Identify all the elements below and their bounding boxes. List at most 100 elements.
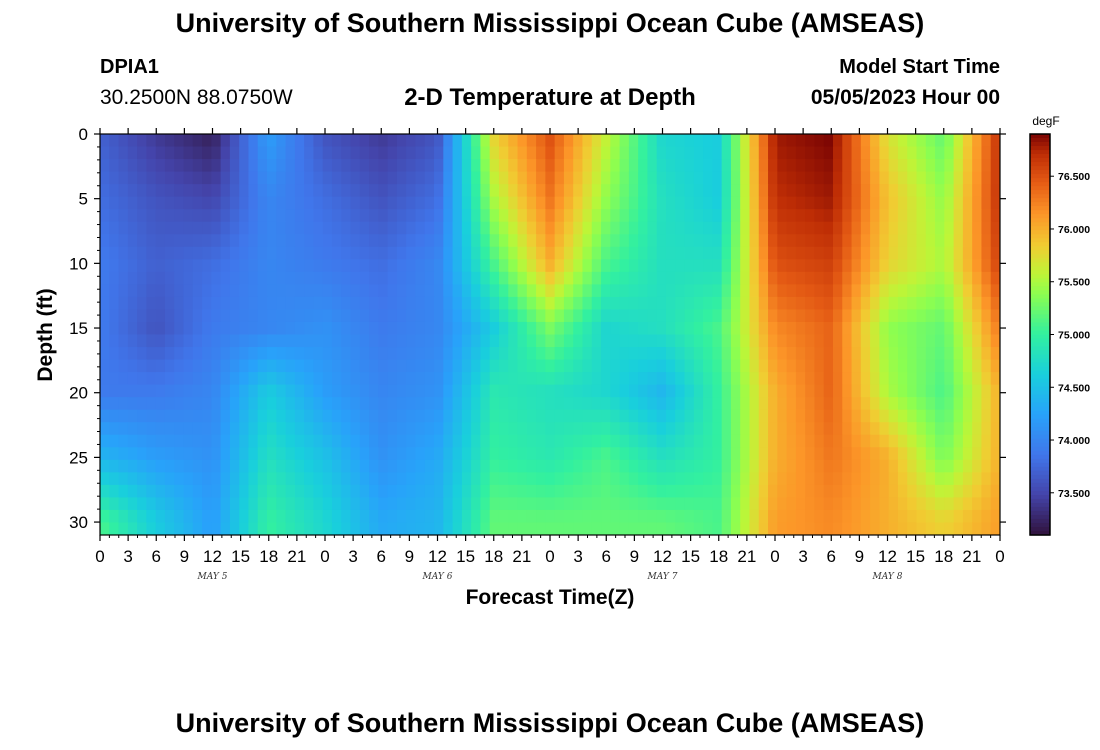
- heatmap-cell: [146, 509, 157, 524]
- heatmap-cell: [202, 159, 212, 173]
- heatmap-cell: [461, 284, 472, 298]
- heatmap-cell: [665, 347, 676, 361]
- heatmap-cell: [870, 459, 880, 473]
- heatmap-cell: [638, 271, 649, 285]
- heatmap-cell: [322, 321, 333, 336]
- heatmap-cell: [601, 434, 611, 448]
- heatmap-cell: [220, 234, 231, 248]
- heatmap-cell: [665, 209, 676, 223]
- heatmap-cell: [777, 397, 788, 411]
- heatmap-cell: [768, 309, 778, 323]
- heatmap-cell: [508, 372, 519, 386]
- day-labels: MAY 5 MAY 6 MAY 7 MAY 8: [197, 572, 903, 582]
- heatmap-cell: [907, 246, 918, 260]
- heatmap-cell: [851, 384, 862, 398]
- heatmap-cell: [369, 472, 379, 486]
- heatmap-cell: [703, 196, 713, 210]
- heatmap-cell: [879, 484, 890, 499]
- heatmap-cell: [267, 497, 277, 511]
- heatmap-cell: [832, 422, 843, 436]
- heatmap-cell: [267, 159, 277, 173]
- heatmap-cell: [248, 359, 259, 373]
- heatmap-cell: [471, 321, 482, 336]
- heatmap-cell: [415, 271, 426, 285]
- heatmap-cell: [749, 334, 760, 348]
- heatmap-cell: [805, 397, 816, 411]
- heatmap-cell: [638, 284, 649, 298]
- heatmap-cell: [396, 397, 407, 411]
- colorbar-swatch: [1030, 254, 1050, 259]
- heatmap-cell: [471, 334, 482, 348]
- heatmap-cell: [192, 522, 203, 535]
- heatmap-cell: [981, 472, 992, 486]
- heatmap-cell: [489, 171, 500, 185]
- heatmap-cell: [536, 422, 546, 436]
- heatmap-cell: [563, 359, 574, 373]
- heatmap-cell: [749, 134, 760, 148]
- heatmap-cell: [730, 409, 741, 423]
- heatmap-cell: [582, 246, 593, 260]
- heatmap-cell: [183, 309, 194, 323]
- heatmap-cell: [452, 447, 463, 461]
- heatmap-cell: [322, 196, 333, 210]
- heatmap-cell: [424, 484, 435, 499]
- heatmap-cell: [972, 309, 983, 323]
- heatmap-cell: [248, 509, 259, 524]
- heatmap-cell: [740, 372, 751, 386]
- heatmap-cell: [285, 497, 296, 511]
- heatmap-cell: [675, 522, 686, 535]
- heatmap-cell: [805, 221, 816, 235]
- heatmap-cell: [870, 434, 880, 448]
- heatmap-cell: [424, 522, 435, 535]
- heatmap-cell: [545, 321, 556, 336]
- heatmap-cell: [795, 422, 806, 436]
- heatmap-cell: [137, 159, 147, 173]
- heatmap-cell: [832, 372, 843, 386]
- heatmap-cell: [795, 509, 806, 524]
- heatmap-cell: [823, 246, 834, 260]
- heatmap-cell: [721, 397, 732, 411]
- heatmap-cell: [359, 434, 370, 448]
- heatmap-cell: [285, 509, 296, 524]
- heatmap-cell: [925, 522, 936, 535]
- heatmap-cell: [665, 459, 676, 473]
- heatmap-cell: [192, 221, 203, 235]
- heatmap-cell: [823, 334, 834, 348]
- heatmap-cell: [322, 171, 333, 185]
- heatmap-cell: [647, 321, 658, 336]
- heatmap-cell: [860, 146, 871, 160]
- heatmap-cell: [554, 434, 565, 448]
- heatmap-cell: [415, 146, 426, 160]
- heatmap-cell: [155, 497, 166, 511]
- x-tick-label: 12: [428, 547, 447, 566]
- heatmap-cell: [229, 221, 240, 235]
- heatmap-cell: [276, 409, 287, 423]
- heatmap-cell: [192, 472, 203, 486]
- heatmap-cell: [972, 347, 983, 361]
- heatmap-cell: [229, 309, 240, 323]
- heatmap-cell: [628, 321, 639, 336]
- heatmap-cell: [712, 146, 723, 160]
- heatmap-cell: [758, 309, 769, 323]
- heatmap-cell: [461, 184, 472, 198]
- heatmap-cell: [907, 522, 918, 535]
- heatmap-cell: [434, 522, 444, 535]
- heatmap-cell: [443, 321, 454, 336]
- heatmap-cell: [972, 221, 983, 235]
- heatmap-cell: [183, 459, 194, 473]
- heatmap-cell: [452, 409, 463, 423]
- heatmap-cell: [480, 309, 491, 323]
- heatmap-cell: [331, 234, 342, 248]
- x-tick-label: 15: [906, 547, 925, 566]
- heatmap-cell: [443, 447, 454, 461]
- heatmap-cell: [981, 509, 992, 524]
- heatmap-cell: [628, 309, 639, 323]
- heatmap-cell: [359, 484, 370, 499]
- heatmap-cell: [276, 447, 287, 461]
- heatmap-cell: [573, 434, 584, 448]
- heatmap-cell: [239, 146, 250, 160]
- heatmap-cell: [174, 309, 185, 323]
- heatmap-cell: [331, 459, 342, 473]
- heatmap-cell: [461, 497, 472, 511]
- heatmap-cell: [990, 372, 1000, 386]
